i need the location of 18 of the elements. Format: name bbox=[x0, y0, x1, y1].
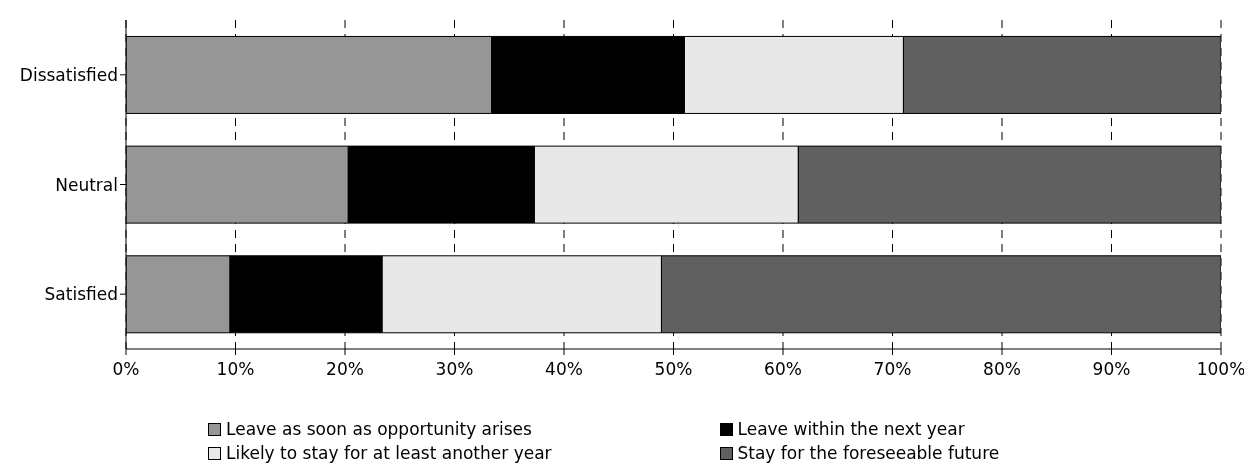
x-tick-label: 40% bbox=[545, 359, 583, 380]
x-tick-label: 70% bbox=[873, 359, 912, 380]
y-tick-label: Satisfied bbox=[44, 284, 118, 305]
x-tick-label: 90% bbox=[1092, 359, 1131, 380]
legend-label: Leave within the next year bbox=[737, 419, 965, 439]
legend-label: Stay for the foreseeable future bbox=[737, 443, 1000, 463]
y-tick-label: Neutral bbox=[55, 174, 118, 195]
x-tick-label: 30% bbox=[435, 359, 474, 380]
x-tick-label: 0% bbox=[112, 359, 140, 380]
x-tick-label: 10% bbox=[216, 359, 255, 380]
x-tick-label: 80% bbox=[983, 359, 1021, 380]
legend-label: Leave as soon as opportunity arises bbox=[226, 419, 532, 439]
legend-label: Likely to stay for at least another year bbox=[226, 443, 552, 463]
x-tick-label: 50% bbox=[654, 359, 693, 380]
y-tick-label: Dissatisfied bbox=[19, 64, 118, 85]
x-tick-label: 60% bbox=[764, 359, 802, 380]
x-tick-label: 100% bbox=[1196, 359, 1246, 380]
x-tick-label: 20% bbox=[326, 359, 364, 380]
